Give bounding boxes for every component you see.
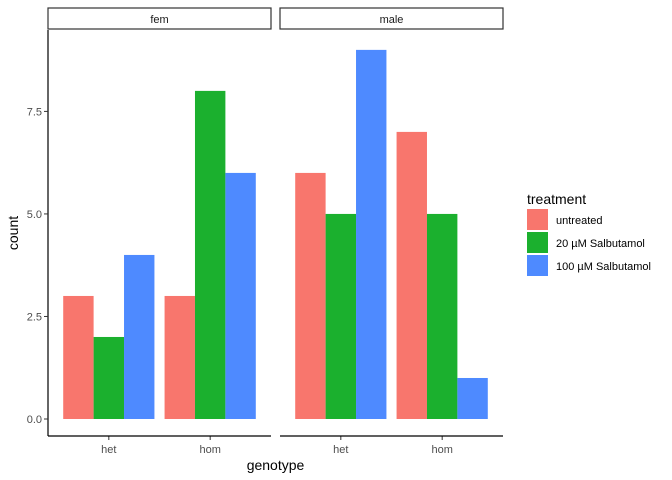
legend-label-1: 20 µM Salbutamol bbox=[556, 238, 645, 250]
y-tick-label-0: 0.0 bbox=[27, 414, 42, 426]
facet-label-male: male bbox=[380, 14, 404, 26]
x-axis-title: genotype bbox=[247, 457, 305, 473]
bar-male-hom-1 bbox=[426, 213, 458, 419]
y-tick-label-3: 7.5 bbox=[27, 106, 42, 118]
axes-layer: het hom het hom 0.0 2.5 5.0 7.5 bbox=[27, 30, 503, 456]
legend-title: treatment bbox=[527, 191, 586, 207]
x-tick-label-fem-het: het bbox=[101, 444, 116, 456]
bar-male-het-1 bbox=[325, 213, 357, 419]
y-axis-title: count bbox=[5, 216, 21, 250]
bar-male-hom-2 bbox=[457, 377, 488, 419]
facet-panels: fem male bbox=[47, 7, 504, 30]
bar-fem-hom-1 bbox=[194, 90, 226, 419]
bar-male-het-2 bbox=[356, 49, 387, 419]
facet-label-fem: fem bbox=[150, 14, 168, 26]
bar-male-het-0 bbox=[295, 172, 326, 419]
bars-layer bbox=[63, 49, 488, 419]
bar-fem-het-0 bbox=[63, 295, 94, 419]
legend-key-1 bbox=[527, 232, 548, 253]
legend-label-0: untreated bbox=[556, 215, 602, 227]
x-tick-label-male-het: het bbox=[333, 444, 348, 456]
bar-fem-hom-2 bbox=[225, 172, 256, 419]
x-tick-label-male-hom: hom bbox=[431, 444, 452, 456]
bar-fem-het-1 bbox=[93, 336, 125, 419]
legend-key-2 bbox=[527, 255, 548, 276]
bar-male-hom-0 bbox=[396, 131, 427, 419]
facet-strip-male bbox=[279, 7, 504, 30]
facet-strip-fem bbox=[47, 7, 272, 30]
y-tick-label-1: 2.5 bbox=[27, 311, 42, 323]
y-tick-label-2: 5.0 bbox=[27, 209, 42, 221]
legend-key-0 bbox=[527, 209, 548, 230]
x-tick-label-fem-hom: hom bbox=[199, 444, 220, 456]
bar-fem-het-2 bbox=[124, 254, 155, 419]
legend-label-2: 100 µM Salbutamol bbox=[556, 261, 651, 273]
bar-fem-hom-0 bbox=[164, 295, 195, 419]
legend: treatment untreated 20 µM Salbutamol 100 µ… bbox=[527, 191, 651, 276]
